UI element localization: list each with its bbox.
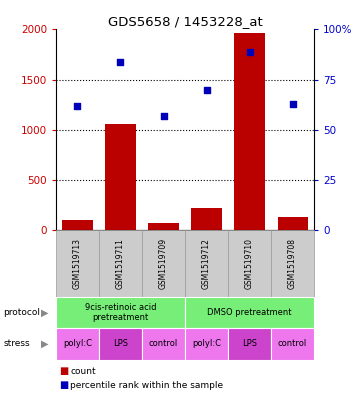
Text: polyI:C: polyI:C: [63, 340, 92, 348]
Point: [161, 112, 166, 119]
Text: percentile rank within the sample: percentile rank within the sample: [70, 381, 223, 389]
Point: [204, 86, 209, 93]
Text: stress: stress: [4, 340, 30, 348]
Bar: [105, 124, 135, 230]
Bar: [148, 223, 179, 230]
Text: GSM1519713: GSM1519713: [73, 238, 82, 289]
Bar: [56, 230, 99, 297]
Title: GDS5658 / 1453228_at: GDS5658 / 1453228_at: [108, 15, 262, 28]
Bar: [185, 230, 228, 297]
Text: 9cis-retinoic acid
pretreatment: 9cis-retinoic acid pretreatment: [85, 303, 156, 322]
Text: LPS: LPS: [113, 340, 128, 348]
Text: GSM1519708: GSM1519708: [288, 238, 297, 289]
Text: GSM1519709: GSM1519709: [159, 238, 168, 289]
Text: ▶: ▶: [42, 339, 49, 349]
Bar: [228, 230, 271, 297]
Text: ■: ■: [60, 366, 69, 376]
Text: polyI:C: polyI:C: [192, 340, 221, 348]
Bar: [185, 328, 228, 360]
Text: DMSO pretreatment: DMSO pretreatment: [207, 308, 292, 317]
Bar: [271, 230, 314, 297]
Bar: [228, 328, 271, 360]
Text: protocol: protocol: [4, 308, 40, 317]
Text: count: count: [70, 367, 96, 376]
Bar: [191, 208, 222, 230]
Text: ■: ■: [60, 380, 69, 390]
Bar: [235, 33, 265, 230]
Point: [290, 101, 295, 107]
Bar: [56, 297, 185, 328]
Bar: [271, 328, 314, 360]
Point: [118, 59, 123, 65]
Bar: [62, 220, 92, 230]
Bar: [185, 297, 314, 328]
Text: GSM1519711: GSM1519711: [116, 238, 125, 289]
Bar: [142, 230, 185, 297]
Text: LPS: LPS: [242, 340, 257, 348]
Text: GSM1519712: GSM1519712: [202, 238, 211, 289]
Text: GSM1519710: GSM1519710: [245, 238, 254, 289]
Bar: [99, 230, 142, 297]
Text: ▶: ▶: [42, 307, 49, 318]
Bar: [99, 328, 142, 360]
Bar: [56, 328, 99, 360]
Text: control: control: [278, 340, 307, 348]
Point: [247, 48, 252, 55]
Bar: [142, 328, 185, 360]
Bar: [278, 217, 308, 230]
Point: [75, 103, 81, 109]
Text: control: control: [149, 340, 178, 348]
